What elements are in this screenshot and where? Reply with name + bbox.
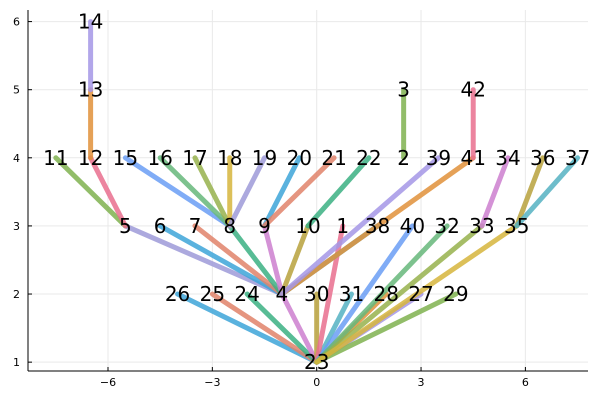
edge-8-15 — [122, 155, 233, 229]
x-tick-label: −6 — [100, 376, 116, 389]
y-tick-label: 3 — [13, 220, 20, 233]
node-label-1: 1 — [336, 214, 349, 238]
node-label-33: 33 — [469, 214, 494, 238]
node-label-35: 35 — [504, 214, 529, 238]
edge-4-5 — [122, 223, 285, 297]
edge-8-17 — [192, 155, 233, 229]
node-label-23: 23 — [304, 350, 329, 374]
edge-9-20 — [262, 155, 302, 229]
x-tick-label: 6 — [522, 376, 529, 389]
edge-23-26 — [175, 291, 320, 365]
edge-23-35 — [314, 223, 520, 365]
node-label-20: 20 — [287, 146, 312, 170]
node-label-27: 27 — [408, 282, 433, 306]
edge-4-6 — [157, 223, 285, 297]
node-label-18: 18 — [217, 146, 242, 170]
node-label-31: 31 — [339, 282, 364, 306]
node-label-24: 24 — [234, 282, 259, 306]
edge-23-32 — [314, 223, 450, 365]
edge-4-9 — [262, 223, 285, 297]
edge-35-36 — [514, 155, 546, 229]
node-label-36: 36 — [530, 146, 555, 170]
x-tick-label: 3 — [418, 376, 425, 389]
edge-5-12 — [88, 155, 128, 229]
edge-8-19 — [227, 155, 268, 229]
edge-layer — [53, 19, 581, 365]
edge-4-39 — [279, 155, 441, 297]
edge-4-41 — [279, 155, 476, 297]
edge-23-25 — [209, 291, 320, 365]
node-label-42: 42 — [460, 78, 485, 102]
node-label-14: 14 — [78, 10, 103, 34]
node-label-5: 5 — [119, 214, 132, 238]
edge-23-33 — [314, 223, 485, 365]
grid-layer — [28, 10, 588, 371]
node-label-4: 4 — [276, 282, 289, 306]
node-label-19: 19 — [252, 146, 277, 170]
edge-23-24 — [244, 291, 320, 365]
node-label-3: 3 — [397, 78, 410, 102]
node-label-8: 8 — [223, 214, 236, 238]
node-label-9: 9 — [258, 214, 271, 238]
node-label-10: 10 — [295, 214, 320, 238]
node-label-25: 25 — [200, 282, 225, 306]
edge-23-4 — [279, 291, 320, 365]
edge-35-37 — [514, 155, 581, 229]
node-label-37: 37 — [565, 146, 590, 170]
edge-4-10 — [279, 223, 311, 297]
node-label-34: 34 — [495, 146, 520, 170]
y-tick-label: 4 — [13, 152, 20, 165]
x-tick-label: −3 — [204, 376, 220, 389]
edge-33-34 — [479, 155, 511, 229]
node-label-39: 39 — [426, 146, 451, 170]
y-tick-label: 1 — [13, 356, 20, 369]
node-label-21: 21 — [321, 146, 346, 170]
node-label-13: 13 — [78, 78, 103, 102]
node-label-17: 17 — [182, 146, 207, 170]
node-label-29: 29 — [443, 282, 468, 306]
node-label-16: 16 — [147, 146, 172, 170]
edge-9-21 — [262, 155, 337, 229]
node-label-40: 40 — [400, 214, 425, 238]
edge-23-29 — [314, 291, 459, 365]
node-label-22: 22 — [356, 146, 381, 170]
x-tick-label: 0 — [313, 376, 320, 389]
edge-8-16 — [157, 155, 233, 229]
node-label-26: 26 — [165, 282, 190, 306]
edge-5-11 — [53, 155, 128, 229]
node-label-11: 11 — [43, 146, 68, 170]
y-tick-label: 2 — [13, 288, 20, 301]
node-label-30: 30 — [304, 282, 329, 306]
y-tick-label: 5 — [13, 84, 20, 97]
y-tick-label: 6 — [13, 16, 20, 29]
node-label-6: 6 — [154, 214, 167, 238]
node-label-2: 2 — [397, 146, 410, 170]
edge-23-1 — [314, 223, 346, 365]
node-label-15: 15 — [113, 146, 138, 170]
edge-10-22 — [305, 155, 372, 229]
edge-4-7 — [192, 223, 285, 297]
node-label-28: 28 — [374, 282, 399, 306]
node-label-32: 32 — [434, 214, 459, 238]
edge-4-8 — [227, 223, 285, 297]
node-label-38: 38 — [365, 214, 390, 238]
node-label-12: 12 — [78, 146, 103, 170]
node-label-7: 7 — [189, 214, 202, 238]
node-label-41: 41 — [460, 146, 485, 170]
edge-23-40 — [314, 223, 415, 365]
